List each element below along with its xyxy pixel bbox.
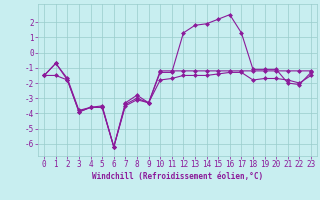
X-axis label: Windchill (Refroidissement éolien,°C): Windchill (Refroidissement éolien,°C) (92, 172, 263, 181)
